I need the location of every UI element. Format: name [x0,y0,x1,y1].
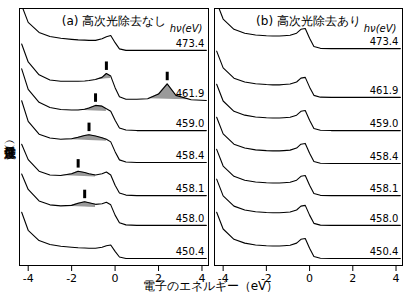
svg-text:0: 0 [306,272,313,285]
svg-text:461.9: 461.9 [370,85,399,96]
svg-text:458.0: 458.0 [370,213,399,224]
svg-text:458.1: 458.1 [370,183,399,194]
svg-text:(b) 高次光除去あり: (b) 高次光除去あり [256,14,361,28]
svg-text:hν(eV): hν(eV) [364,23,397,34]
svg-text:-2: -2 [261,272,272,285]
svg-text:2: 2 [155,272,162,285]
svg-text:-4: -4 [23,272,34,285]
svg-text:2: 2 [349,272,356,285]
svg-text:hν(eV): hν(eV) [170,23,203,34]
svg-text:459.0: 459.0 [176,118,205,129]
svg-text:(a) 高次光除去なし: (a) 高次光除去なし [62,14,167,28]
svg-text:-4: -4 [218,272,229,285]
svg-text:4: 4 [198,272,205,285]
svg-text:458.1: 458.1 [176,183,205,194]
svg-text:450.4: 450.4 [370,246,399,257]
svg-text:473.4: 473.4 [176,38,205,49]
svg-text:473.4: 473.4 [370,36,399,47]
svg-text:458.0: 458.0 [176,213,205,224]
svg-text:-2: -2 [66,272,77,285]
svg-text:459.0: 459.0 [370,118,399,129]
svg-text:461.9: 461.9 [176,88,205,99]
svg-text:450.4: 450.4 [176,246,205,257]
svg-text:458.4: 458.4 [370,151,399,162]
svg-text:4: 4 [393,272,400,285]
svg-text:458.4: 458.4 [176,150,205,161]
svg-text:0: 0 [112,272,119,285]
